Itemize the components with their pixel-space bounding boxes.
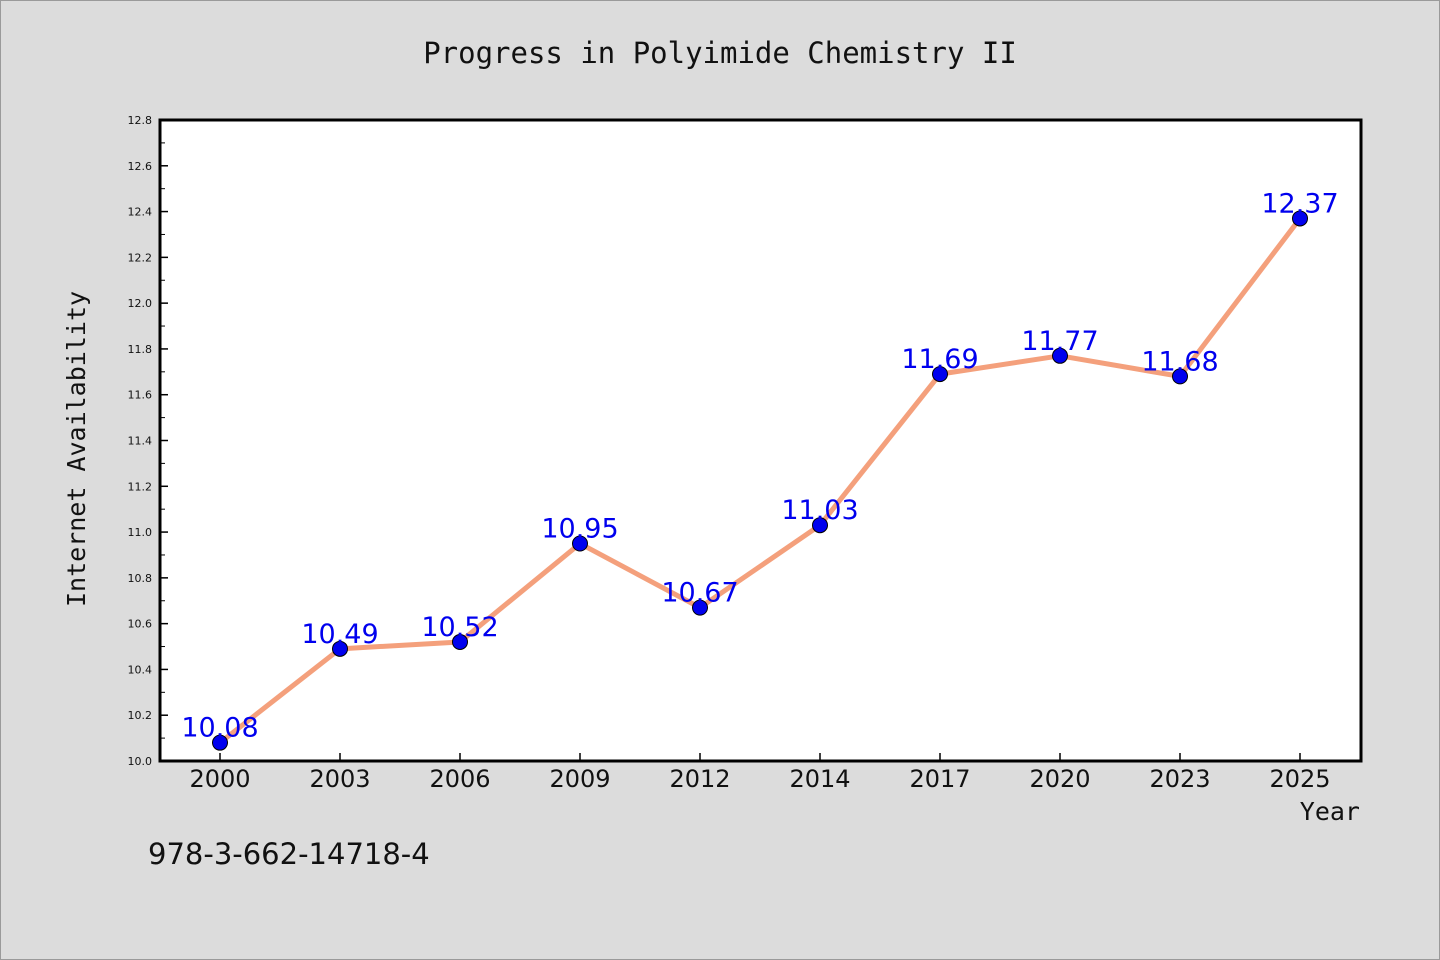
x-tick-label: 2023 (1149, 765, 1210, 793)
x-tick-label: 2012 (669, 765, 730, 793)
data-point (1052, 347, 1068, 364)
y-tick-label: 10.6 (128, 618, 153, 631)
chart-title: Progress in Polyimide Chemistry II (423, 36, 1017, 70)
y-tick-label: 11.2 (128, 480, 153, 493)
x-tick-label: 2025 (1269, 765, 1330, 793)
data-label: 11.03 (781, 495, 858, 526)
y-axis-label: Internet Availability (62, 291, 91, 607)
data-point (1292, 210, 1308, 227)
x-tick-label: 2000 (189, 765, 250, 793)
y-tick-label: 12.4 (128, 206, 153, 219)
data-label: 11.77 (1021, 326, 1098, 357)
y-tick-label: 10.2 (128, 709, 153, 722)
data-point (692, 599, 708, 616)
y-tick-label: 11.4 (128, 435, 153, 448)
data-point (212, 734, 228, 751)
x-tick-label: 2017 (909, 765, 970, 793)
data-label: 10.08 (181, 713, 258, 744)
x-tick-label: 2003 (309, 765, 370, 793)
y-tick-label: 11.8 (128, 343, 153, 356)
data-point (1172, 368, 1188, 385)
data-point (452, 633, 468, 650)
y-tick-label: 10.8 (128, 572, 153, 585)
data-label: 10.67 (661, 578, 738, 609)
y-axis: 10.0 10.2 10.4 10.6 10.8 11.0 11.2 11.4 11.6 11.8… (128, 114, 168, 768)
x-tick-label: 2020 (1029, 765, 1090, 793)
data-label: 12.37 (1261, 188, 1338, 219)
x-tick-label: 2009 (549, 765, 610, 793)
y-tick-label: 10.4 (128, 663, 153, 676)
series-line (217, 215, 1303, 746)
data-label: 10.95 (541, 514, 618, 545)
data-label: 10.52 (421, 612, 498, 643)
data-label: 11.69 (901, 344, 978, 375)
data-label: 10.49 (301, 619, 378, 650)
x-tick-label: 2006 (429, 765, 490, 793)
data-point (932, 366, 948, 383)
y-tick-label: 11.6 (128, 389, 153, 402)
data-point (332, 640, 348, 657)
data-point (572, 535, 588, 552)
y-tick-label: 12.2 (128, 251, 153, 264)
isbn-text: 978-3-662-14718-4 (148, 837, 430, 871)
y-tick-label: 12.0 (128, 297, 153, 310)
plot-area (158, 118, 1363, 763)
x-axis: 2000 2003 2006 2009 2012 2014 2017 2020 2023 2025 (189, 753, 1331, 793)
y-tick-label: 12.8 (128, 114, 153, 127)
y-tick-label: 11.0 (128, 526, 153, 539)
x-axis-label: Year (1300, 797, 1360, 826)
series-markers (212, 210, 1308, 751)
x-tick-label: 2014 (789, 765, 850, 793)
y-tick-label: 10.0 (128, 755, 153, 768)
data-label: 11.68 (1141, 346, 1218, 377)
y-tick-label: 12.6 (128, 160, 153, 173)
data-point (812, 517, 828, 534)
data-labels: 10.08 10.49 10.52 10.95 10.67 11.03 11.69 11.77… (181, 188, 1338, 743)
